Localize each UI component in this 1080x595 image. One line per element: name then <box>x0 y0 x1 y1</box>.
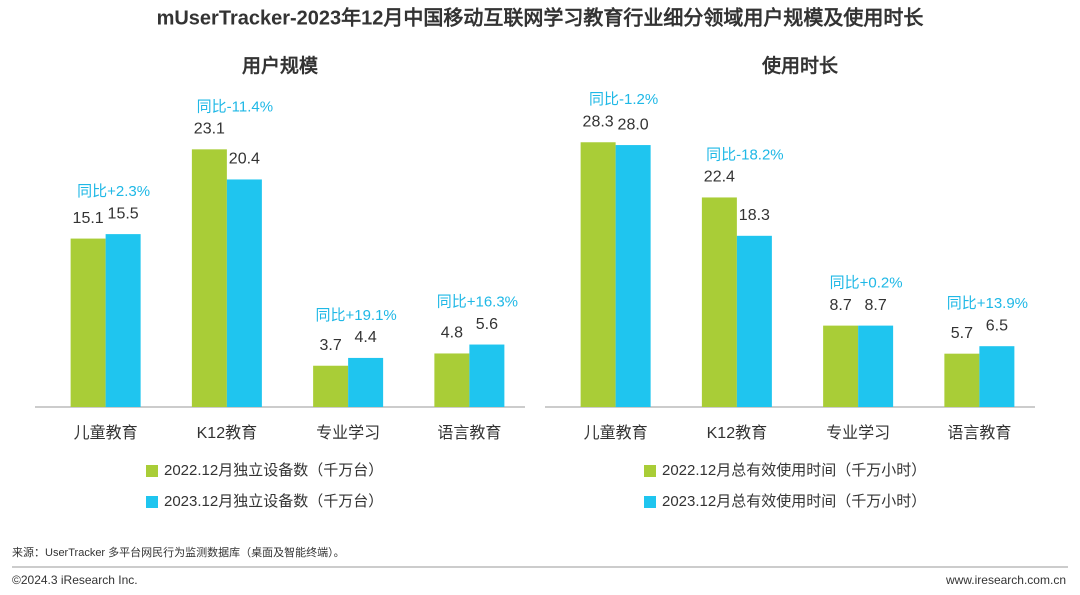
x-tick-label: 专业学习 <box>316 424 380 442</box>
website: www.iresearch.com.cn <box>945 573 1066 587</box>
bar <box>701 197 737 407</box>
value-label: 8.7 <box>865 297 887 314</box>
value-label: 5.7 <box>951 325 973 342</box>
annotation: 同比+0.2% <box>830 275 903 292</box>
bar <box>348 357 384 407</box>
value-label: 22.4 <box>704 169 735 186</box>
bar <box>226 179 262 407</box>
value-label: 23.1 <box>194 121 225 138</box>
bar <box>469 344 505 407</box>
legend-swatch <box>146 496 158 508</box>
value-label: 3.7 <box>320 337 342 354</box>
legend-swatch <box>644 496 656 508</box>
value-label: 8.7 <box>830 297 852 314</box>
source: 来源：UserTracker 多平台网民行为监测数据库（桌面及智能终端）。 <box>12 545 345 559</box>
value-label: 28.0 <box>618 116 649 133</box>
bar <box>191 149 227 407</box>
bar <box>313 365 349 407</box>
bar <box>580 142 616 408</box>
x-tick-label: K12教育 <box>707 424 767 442</box>
annotation: 同比+13.9% <box>947 295 1028 312</box>
bar <box>979 346 1015 407</box>
copyright: ©2024.3 iResearch Inc. <box>12 573 138 587</box>
annotation: 同比+19.1% <box>315 307 396 324</box>
bar <box>858 325 894 407</box>
legend-label: 2023.12月总有效使用时间（千万小时） <box>662 493 926 510</box>
annotation: 同比-11.4% <box>197 98 273 115</box>
chart-subtitle: 用户规模 <box>242 54 319 77</box>
annotation: 同比-1.2% <box>589 91 658 108</box>
value-label: 15.5 <box>108 205 139 222</box>
chart-subtitle: 使用时长 <box>761 55 839 77</box>
annotation: 同比+2.3% <box>77 183 150 200</box>
value-label: 4.8 <box>441 325 463 342</box>
value-label: 6.5 <box>986 317 1008 334</box>
x-tick-label: 专业学习 <box>826 424 890 442</box>
value-label: 20.4 <box>229 151 260 168</box>
x-tick-label: 儿童教育 <box>584 423 648 442</box>
x-tick-label: 语言教育 <box>437 424 501 442</box>
value-label: 15.1 <box>73 210 104 227</box>
bar <box>736 235 772 407</box>
bar <box>434 353 470 407</box>
value-label: 18.3 <box>739 207 770 224</box>
bar <box>823 325 859 407</box>
bar <box>70 238 106 407</box>
legend-swatch <box>146 465 158 477</box>
bar <box>615 145 651 407</box>
main-title: mUserTracker-2023年12月中国移动互联网学习教育行业细分领域用户… <box>157 5 925 29</box>
bar <box>105 234 141 407</box>
annotation: 同比+16.3% <box>437 294 518 311</box>
x-tick-label: 语言教育 <box>947 424 1011 442</box>
annotation: 同比-18.2% <box>706 146 784 163</box>
legend-swatch <box>644 465 656 477</box>
legend-label: 2022.12月独立设备数（千万台） <box>164 462 383 479</box>
bar <box>944 353 980 407</box>
x-tick-label: K12教育 <box>197 424 257 442</box>
legend-label: 2023.12月独立设备数（千万台） <box>164 493 383 510</box>
value-label: 5.6 <box>476 316 498 333</box>
value-label: 4.4 <box>355 329 377 346</box>
legend-label: 2022.12月总有效使用时间（千万小时） <box>662 462 926 479</box>
value-label: 28.3 <box>583 113 614 130</box>
x-tick-label: 儿童教育 <box>74 423 138 442</box>
